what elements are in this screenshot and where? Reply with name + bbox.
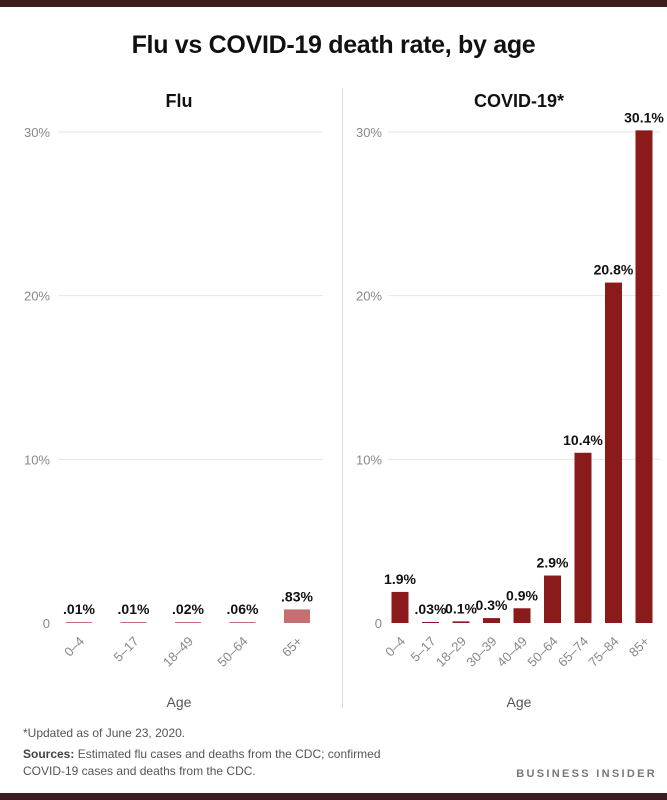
covid-value-label: .03% bbox=[415, 601, 447, 617]
covid-value-label: 2.9% bbox=[537, 555, 569, 571]
flu-panel-title: Flu bbox=[166, 91, 193, 111]
flu-category-label: 65+ bbox=[279, 634, 305, 660]
covid-panel: COVID-19*010%20%30%1.9%0–4.03%5–170.1%18… bbox=[356, 91, 664, 710]
flu-value-label: .02% bbox=[172, 601, 204, 617]
covid-category-label: 85+ bbox=[626, 634, 652, 660]
covid-value-label: 20.8% bbox=[594, 262, 634, 278]
covid-y-tick-label: 0 bbox=[375, 616, 382, 631]
covid-category-label: 18–29 bbox=[433, 634, 469, 670]
flu-category-label: 18–49 bbox=[160, 634, 196, 670]
covid-panel-title: COVID-19* bbox=[474, 91, 564, 111]
flu-y-tick-label: 20% bbox=[24, 289, 50, 304]
footnote: *Updated as of June 23, 2020. bbox=[23, 726, 186, 740]
covid-bar bbox=[574, 452, 592, 623]
covid-bar bbox=[544, 575, 561, 623]
covid-value-label: 30.1% bbox=[624, 109, 664, 125]
covid-y-tick-label: 20% bbox=[356, 289, 382, 304]
sources-label: Sources: bbox=[23, 747, 75, 761]
top-bar bbox=[0, 0, 667, 7]
covid-category-label: 30–39 bbox=[463, 634, 499, 670]
covid-value-label: 0.1% bbox=[445, 600, 477, 616]
covid-bar bbox=[483, 618, 500, 623]
flu-bar bbox=[284, 609, 310, 623]
flu-bar bbox=[120, 622, 147, 623]
covid-category-label: 50–64 bbox=[524, 634, 560, 670]
covid-bar bbox=[452, 621, 470, 623]
covid-category-label: 0–4 bbox=[382, 634, 408, 660]
covid-value-label: 0.3% bbox=[476, 597, 508, 613]
flu-value-label: .06% bbox=[227, 601, 259, 617]
flu-bar bbox=[175, 622, 201, 623]
bottom-bar bbox=[0, 793, 667, 800]
flu-value-label: .01% bbox=[63, 601, 95, 617]
flu-category-label: 5–17 bbox=[111, 634, 142, 665]
covid-bar bbox=[391, 591, 409, 623]
flu-value-label: .83% bbox=[281, 588, 313, 604]
covid-category-label: 65–74 bbox=[555, 634, 591, 670]
sources: Sources: Estimated flu cases and deaths … bbox=[23, 746, 383, 780]
flu-category-label: 50–64 bbox=[214, 634, 250, 670]
covid-y-tick-label: 10% bbox=[356, 452, 382, 467]
covid-category-label: 40–49 bbox=[494, 634, 530, 670]
flu-y-tick-label: 0 bbox=[43, 616, 50, 631]
flu-bar bbox=[66, 622, 92, 623]
covid-y-tick-label: 30% bbox=[356, 125, 382, 140]
panel-divider bbox=[342, 88, 343, 708]
covid-bar bbox=[422, 622, 439, 623]
covid-bar bbox=[605, 282, 622, 623]
covid-bar bbox=[513, 608, 531, 623]
sources-text: Estimated flu cases and deaths from the … bbox=[23, 747, 381, 778]
flu-category-label: 0–4 bbox=[61, 634, 87, 660]
flu-bar bbox=[229, 622, 256, 623]
covid-category-label: 75–84 bbox=[585, 634, 621, 670]
covid-value-label: 0.9% bbox=[506, 587, 538, 603]
flu-y-tick-label: 10% bbox=[24, 452, 50, 467]
brand-logo: BUSINESS INSIDER bbox=[516, 768, 657, 780]
chart-title: Flu vs COVID-19 death rate, by age bbox=[131, 31, 536, 59]
covid-value-label: 10.4% bbox=[563, 432, 603, 448]
flu-value-label: .01% bbox=[118, 601, 150, 617]
covid-bar bbox=[635, 130, 653, 623]
covid-value-label: 1.9% bbox=[384, 571, 416, 587]
covid-x-axis-label: Age bbox=[507, 694, 532, 710]
flu-panel: Flu 0 10% 20% 30% .01% 0–4 .01% 5–17 .02% 18–49 .06… bbox=[24, 91, 323, 710]
flu-y-tick-label: 30% bbox=[24, 125, 50, 140]
flu-x-axis-label: Age bbox=[167, 694, 192, 710]
